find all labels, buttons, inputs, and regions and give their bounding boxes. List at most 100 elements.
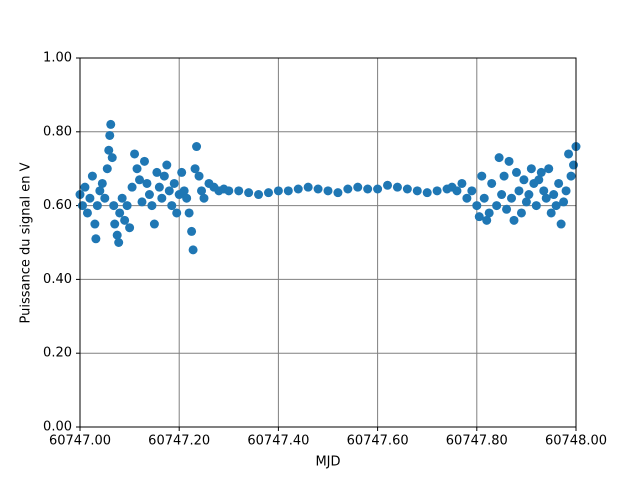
- point: [224, 186, 234, 196]
- point: [482, 215, 492, 225]
- y-tick-label: 0.20: [43, 346, 72, 361]
- point: [402, 184, 412, 194]
- point: [273, 186, 283, 196]
- point: [77, 201, 87, 211]
- point: [197, 186, 207, 196]
- point: [95, 186, 105, 196]
- point: [125, 223, 135, 233]
- point: [102, 164, 112, 174]
- point: [87, 171, 97, 181]
- point: [494, 153, 504, 163]
- point: [507, 193, 517, 203]
- point: [130, 149, 140, 159]
- point: [110, 219, 120, 229]
- x-tick-label: 60747.80: [446, 434, 508, 449]
- point: [179, 186, 189, 196]
- point: [162, 160, 172, 170]
- point: [499, 171, 509, 181]
- point: [234, 186, 244, 196]
- point: [516, 208, 526, 218]
- plot-frame: [79, 57, 577, 428]
- x-tick-label: 60748.00: [545, 434, 607, 449]
- point: [531, 201, 541, 211]
- point: [92, 201, 102, 211]
- point: [192, 142, 202, 152]
- point: [167, 201, 177, 211]
- point: [177, 167, 187, 177]
- point: [105, 130, 115, 140]
- point: [541, 193, 551, 203]
- point: [353, 182, 363, 192]
- point: [534, 175, 544, 185]
- point: [502, 204, 512, 214]
- y-tick-label: 1.00: [43, 51, 72, 66]
- point: [363, 184, 373, 194]
- point: [114, 238, 124, 247]
- point: [97, 178, 107, 188]
- point: [554, 178, 564, 188]
- point: [194, 171, 204, 181]
- point: [107, 153, 117, 163]
- point: [484, 208, 494, 218]
- point: [477, 171, 487, 181]
- point: [487, 178, 497, 188]
- point: [199, 193, 209, 203]
- point: [303, 182, 313, 192]
- point: [472, 201, 482, 211]
- point: [100, 193, 110, 203]
- point: [497, 190, 507, 200]
- point: [313, 184, 323, 194]
- x-tick-label: 60747.40: [247, 434, 309, 449]
- y-tick-label: 0.00: [43, 420, 72, 435]
- point: [120, 215, 130, 225]
- point: [184, 208, 194, 218]
- point: [564, 149, 574, 159]
- x-tick-label: 60747.00: [49, 434, 111, 449]
- point: [80, 182, 90, 192]
- point: [293, 184, 303, 194]
- point: [117, 193, 127, 203]
- point: [172, 208, 182, 218]
- point: [104, 145, 114, 155]
- point: [135, 175, 145, 185]
- point: [452, 186, 462, 196]
- point: [559, 197, 569, 207]
- point: [479, 193, 489, 203]
- y-axis-label: Puissance du signal en V: [19, 162, 34, 323]
- point: [91, 234, 101, 244]
- point: [323, 186, 333, 196]
- point: [85, 193, 95, 203]
- point: [524, 190, 534, 200]
- point: [137, 197, 147, 207]
- point: [109, 201, 119, 211]
- point: [106, 119, 116, 129]
- point: [561, 186, 571, 196]
- point: [152, 167, 162, 177]
- point: [333, 188, 343, 198]
- point: [343, 184, 353, 194]
- point: [144, 190, 154, 200]
- point: [263, 188, 273, 198]
- point: [254, 190, 264, 200]
- point: [422, 188, 432, 198]
- point: [164, 186, 174, 196]
- point: [504, 156, 514, 166]
- point: [432, 186, 442, 196]
- point: [90, 219, 100, 229]
- point: [127, 182, 137, 192]
- point: [546, 208, 556, 218]
- point: [569, 160, 579, 170]
- point: [112, 230, 122, 240]
- point: [190, 164, 200, 174]
- point: [244, 188, 254, 198]
- point: [519, 175, 529, 185]
- point: [526, 164, 536, 174]
- point: [462, 193, 472, 203]
- x-tick-label: 60747.60: [347, 434, 409, 449]
- y-tick-label: 0.60: [43, 198, 72, 213]
- point: [467, 186, 477, 196]
- point: [149, 219, 159, 229]
- point: [159, 171, 169, 181]
- x-axis-label: MJD: [315, 455, 340, 470]
- point: [147, 201, 157, 211]
